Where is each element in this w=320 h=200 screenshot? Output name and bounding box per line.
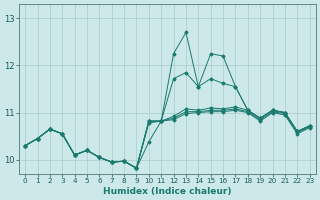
- X-axis label: Humidex (Indice chaleur): Humidex (Indice chaleur): [103, 187, 232, 196]
